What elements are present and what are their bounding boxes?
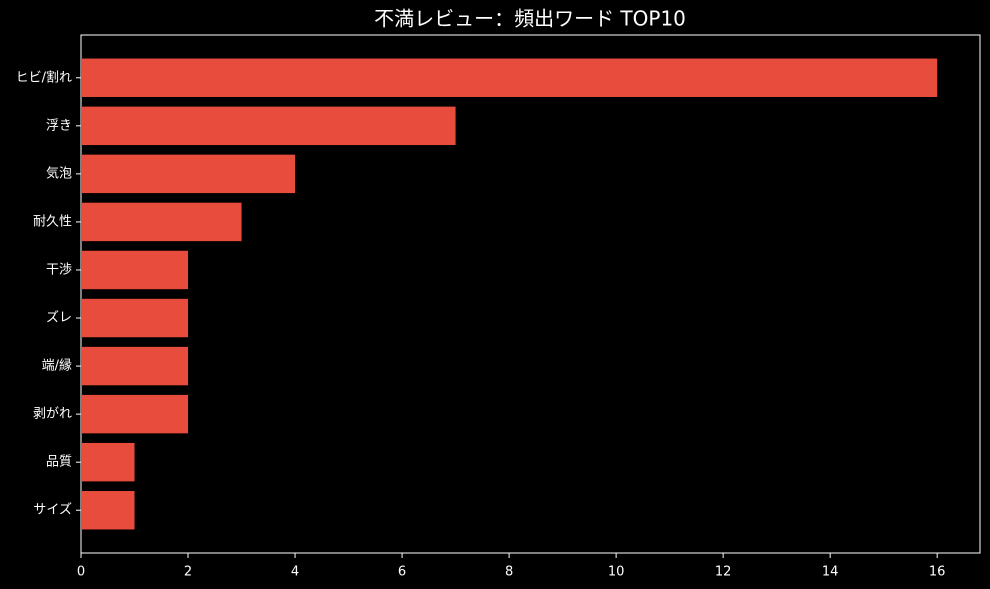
y-tick-label: 剥がれ — [33, 407, 72, 422]
y-tick-label: 端/縁 — [42, 358, 72, 374]
y-tick-label: サイズ — [33, 502, 72, 518]
x-tick-label: 2 — [184, 565, 192, 580]
bar — [81, 298, 189, 338]
bar — [81, 154, 296, 194]
chart-title: 不満レビュー：頻出ワード TOP10 — [374, 7, 686, 31]
bar — [81, 106, 456, 146]
bar — [81, 394, 189, 434]
x-tick-label: 10 — [608, 565, 625, 580]
x-tick-label: 0 — [77, 565, 85, 580]
bar — [81, 491, 135, 530]
y-tick-label: 耐久性 — [33, 214, 72, 229]
x-tick-label: 6 — [398, 565, 406, 580]
y-tick-label: ズレ — [46, 310, 72, 326]
x-tick-label: 4 — [291, 565, 299, 580]
x-tick-label: 8 — [505, 565, 513, 580]
x-tick-label: 16 — [929, 565, 946, 580]
bar — [81, 250, 189, 290]
bar — [81, 442, 135, 482]
plot-frame — [80, 34, 981, 554]
y-tick-label: 浮き — [46, 118, 72, 133]
bar — [81, 202, 242, 242]
y-tick-label: 気泡 — [46, 165, 72, 181]
y-tick-label: ヒビ/割れ — [16, 69, 72, 85]
y-tick-label: 干渉 — [46, 262, 72, 277]
y-tick-label: 品質 — [46, 455, 72, 470]
bar — [81, 346, 189, 386]
x-tick-label: 14 — [822, 565, 839, 580]
x-tick-label: 12 — [715, 565, 732, 580]
bar — [81, 58, 938, 97]
